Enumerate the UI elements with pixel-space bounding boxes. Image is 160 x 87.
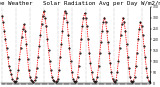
Title: Milwaukee Weather   Solar Radiation Avg per Day W/m2/minute: Milwaukee Weather Solar Radiation Avg pe… (0, 1, 160, 6)
